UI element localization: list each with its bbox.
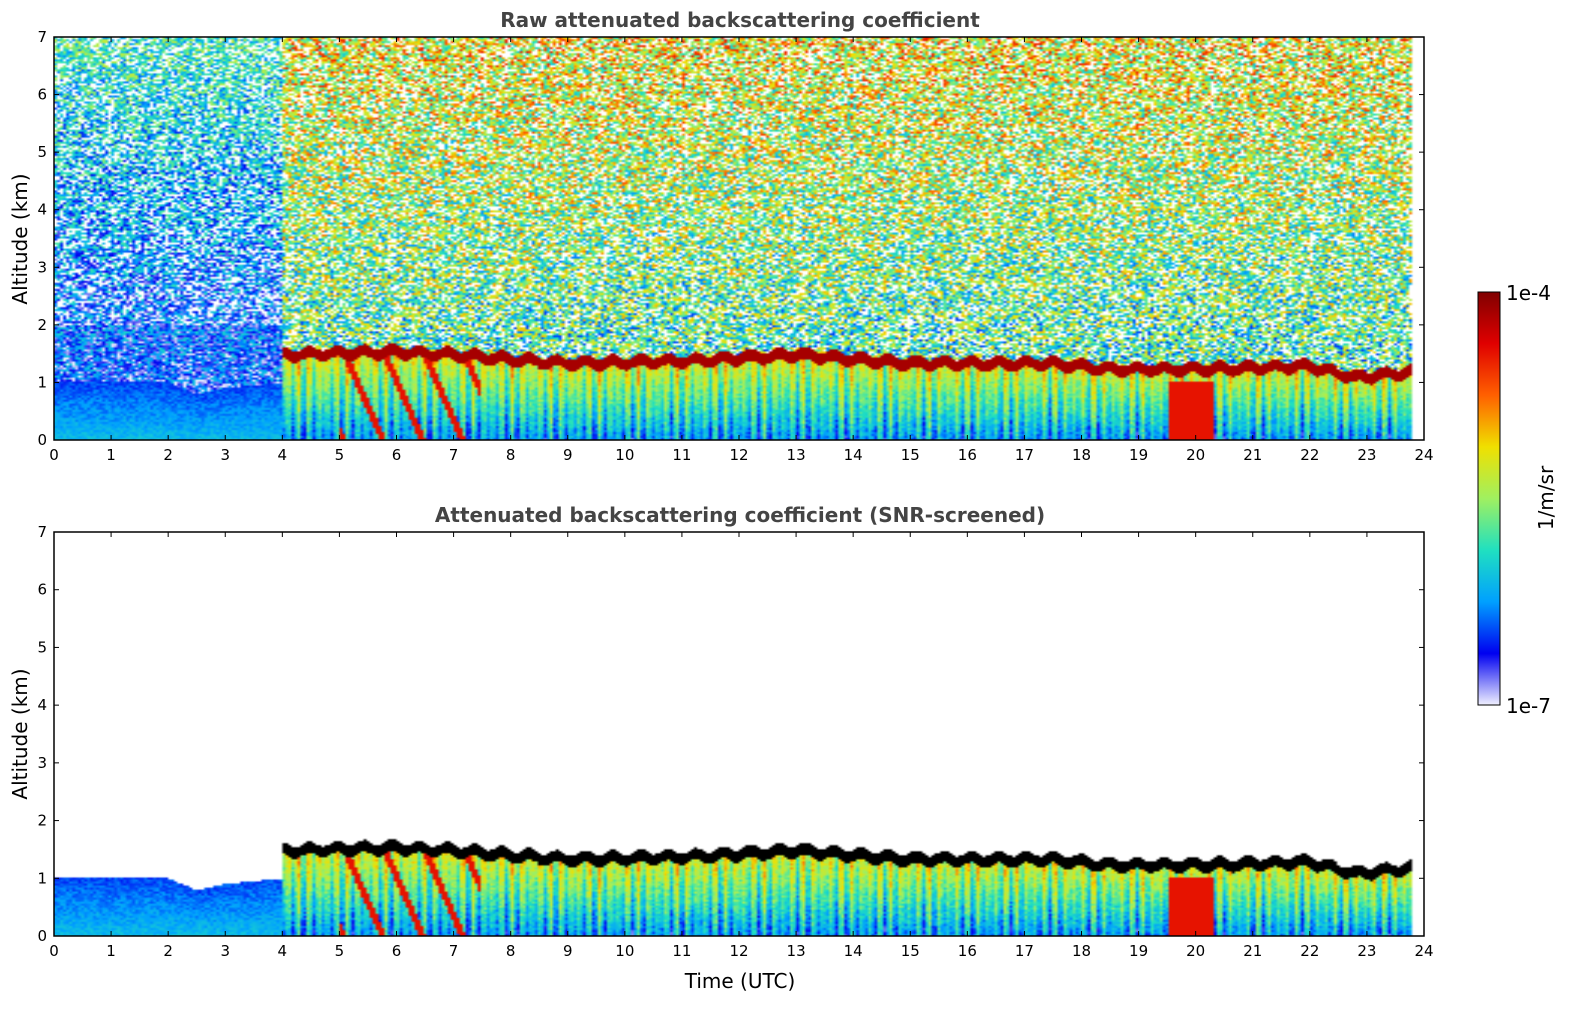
x-tick-label: 21	[1243, 942, 1262, 960]
x-tick-label: 15	[901, 446, 920, 464]
y-tick-label: 6	[37, 86, 47, 104]
x-tick-label: 1	[106, 942, 116, 960]
x-tick-label: 1	[106, 446, 116, 464]
x-tick-label: 12	[729, 942, 748, 960]
x-axis-label: Time (UTC)	[684, 969, 796, 993]
x-tick-label: 20	[1186, 942, 1205, 960]
x-tick-label: 13	[787, 446, 806, 464]
x-tick-label: 16	[958, 446, 977, 464]
x-tick-label: 13	[787, 942, 806, 960]
x-tick-label: 20	[1186, 446, 1205, 464]
x-tick-label: 18	[1072, 942, 1091, 960]
x-tick-label: 19	[1129, 942, 1148, 960]
x-tick-label: 14	[844, 446, 863, 464]
x-tick-label: 17	[1015, 446, 1034, 464]
x-tick-label: 6	[392, 942, 402, 960]
raw-heatmap	[54, 37, 1424, 440]
y-tick-label: 4	[37, 201, 47, 219]
colorbar-min-label: 1e-7	[1506, 694, 1551, 718]
x-tick-label: 14	[844, 942, 863, 960]
screened-x-ticks: 0 1 2 3 4 5 6 7 8 9 10 11 12 13 14 15 16 17 18 19 20 21 22 23 24	[49, 532, 1434, 960]
x-tick-label: 0	[49, 446, 59, 464]
x-tick-label: 5	[335, 446, 345, 464]
x-tick-label: 24	[1414, 446, 1433, 464]
x-tick-label: 23	[1357, 942, 1376, 960]
colorbar-max-label: 1e-4	[1506, 281, 1551, 305]
y-tick-label: 3	[37, 258, 47, 276]
raw-x-ticks: 0 1 2 3 4 5 6 7 8 9 10 11 12 13 14 15 16 17 18 19 20 21 22 23 24	[49, 37, 1434, 464]
y-tick-label: 3	[37, 754, 47, 772]
x-tick-label: 18	[1072, 446, 1091, 464]
raw-heatmap-image	[54, 37, 1424, 440]
screened-backscatter-panel: Attenuated backscattering coefficient (S…	[8, 503, 1434, 993]
x-tick-label: 17	[1015, 942, 1034, 960]
x-tick-label: 12	[729, 446, 748, 464]
x-tick-label: 11	[672, 942, 691, 960]
y-tick-label: 1	[37, 373, 47, 391]
y-tick-label: 0	[37, 927, 47, 945]
y-tick-label: 4	[37, 696, 47, 714]
x-tick-label: 16	[958, 942, 977, 960]
x-tick-label: 2	[163, 942, 173, 960]
x-tick-label: 4	[278, 942, 288, 960]
x-tick-label: 6	[392, 446, 402, 464]
x-tick-label: 3	[220, 446, 230, 464]
y-tick-label: 5	[37, 143, 47, 161]
x-tick-label: 22	[1300, 446, 1319, 464]
screened-y-axis-label: Altitude (km)	[8, 668, 32, 799]
y-tick-label: 6	[37, 581, 47, 599]
x-tick-label: 19	[1129, 446, 1148, 464]
screened-heatmap	[54, 532, 1424, 936]
y-tick-label: 2	[37, 812, 47, 830]
x-tick-label: 8	[506, 446, 516, 464]
x-tick-label: 11	[672, 446, 691, 464]
x-tick-label: 0	[49, 942, 59, 960]
x-tick-label: 7	[449, 942, 459, 960]
x-tick-label: 8	[506, 942, 516, 960]
colorbar: 1e-4 1e-7 1/m/sr	[1477, 281, 1558, 718]
raw-panel-title: Raw attenuated backscattering coefficien…	[500, 8, 980, 32]
x-tick-label: 10	[615, 942, 634, 960]
x-tick-label: 3	[220, 942, 230, 960]
x-tick-label: 15	[901, 942, 920, 960]
x-tick-label: 10	[615, 446, 634, 464]
y-tick-label: 2	[37, 316, 47, 334]
x-tick-label: 23	[1357, 446, 1376, 464]
colorbar-unit-label: 1/m/sr	[1534, 465, 1558, 530]
y-tick-label: 5	[37, 638, 47, 656]
x-tick-label: 9	[563, 446, 573, 464]
x-tick-label: 7	[449, 446, 459, 464]
x-tick-label: 21	[1243, 446, 1262, 464]
raw-backscatter-panel: Raw attenuated backscattering coefficien…	[8, 8, 1434, 464]
raw-y-ticks: 0 1 2 3 4 5 6 7	[37, 28, 1424, 449]
screened-heatmap-image	[54, 532, 1424, 936]
screened-panel-title: Attenuated backscattering coefficient (S…	[435, 503, 1045, 527]
x-tick-label: 22	[1300, 942, 1319, 960]
colorbar-bar	[1477, 291, 1501, 706]
y-tick-label: 7	[37, 523, 47, 541]
x-tick-label: 24	[1414, 942, 1433, 960]
y-tick-label: 0	[37, 431, 47, 449]
y-tick-label: 1	[37, 869, 47, 887]
raw-y-axis-label: Altitude (km)	[8, 173, 32, 304]
x-tick-label: 2	[163, 446, 173, 464]
x-tick-label: 5	[335, 942, 345, 960]
y-tick-label: 7	[37, 28, 47, 46]
x-tick-label: 9	[563, 942, 573, 960]
screened-y-ticks: 0 1 2 3 4 5 6 7	[37, 523, 1424, 945]
x-tick-label: 4	[278, 446, 288, 464]
